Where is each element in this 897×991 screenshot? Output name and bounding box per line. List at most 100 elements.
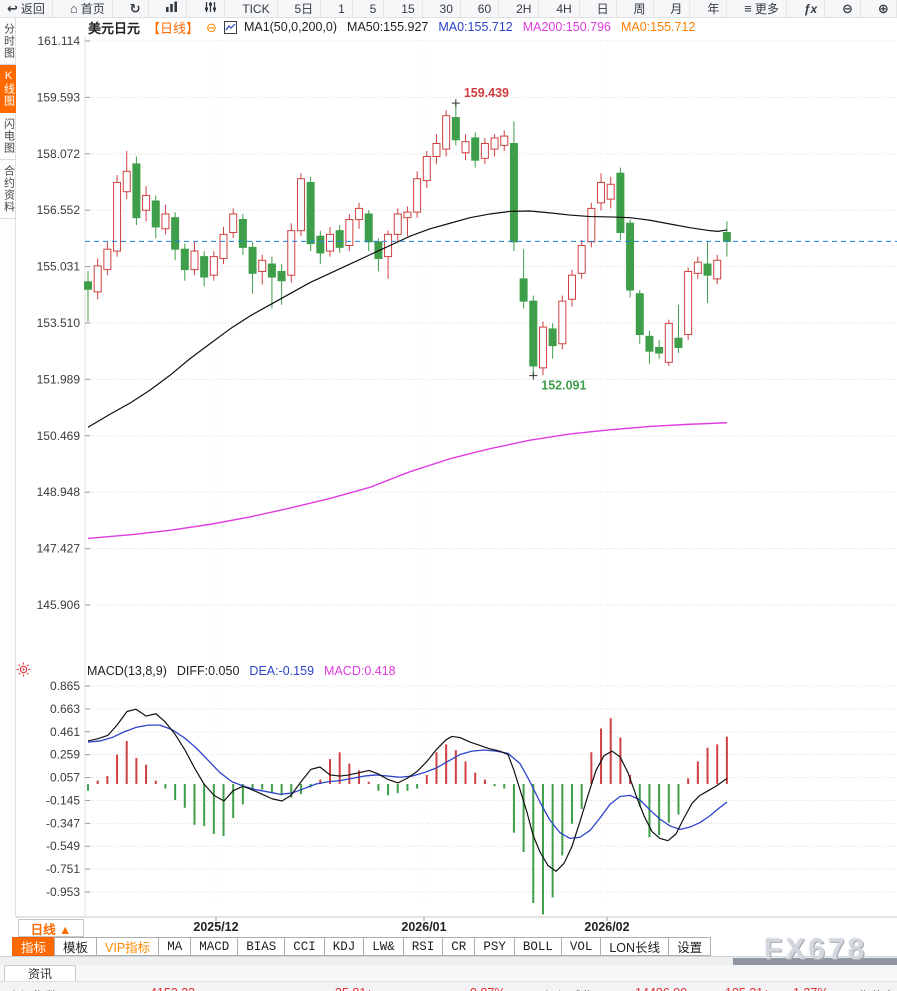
svg-text:-0.751: -0.751	[46, 862, 80, 876]
tab-vol[interactable]: VOL	[560, 937, 602, 956]
toolbar-label: 30	[439, 1, 453, 16]
mini-chart-icon	[223, 20, 237, 34]
zoom-in-button[interactable]: ⊕	[871, 0, 897, 17]
tab-indicator[interactable]: 指标	[12, 937, 56, 956]
indicator-sun-icon[interactable]	[16, 662, 31, 682]
macd-gridlines: 0.865 0.663 0.461 0.259 0.057 -0.145 -0.347 -0.…	[46, 679, 897, 899]
symbol-name: 美元日元	[88, 20, 141, 36]
candles	[84, 103, 731, 376]
tab-cr[interactable]: CR	[442, 937, 476, 956]
month-gridlines	[215, 41, 608, 905]
ma-legend-item: MA0:155.712	[438, 20, 513, 34]
side-tab-time-chart[interactable]: 分时图	[0, 18, 16, 65]
back-button[interactable]: ↩ 返回	[0, 0, 53, 17]
side-tab-lightning-chart[interactable]: 闪电图	[0, 113, 16, 160]
low-annotation: 152.091	[529, 371, 587, 393]
tab-rsi[interactable]: RSI	[402, 937, 444, 956]
news-tab[interactable]: 资讯	[4, 965, 76, 982]
toolbar-label: 4H	[556, 1, 572, 16]
scrollbar-thumb[interactable]	[733, 958, 897, 965]
svg-text:151.989: 151.989	[37, 372, 81, 386]
chart-type-tabs: 分时图 K线图 闪电图 合约资料	[0, 18, 16, 917]
macd-histogram	[87, 718, 728, 915]
svg-text:147.427: 147.427	[37, 542, 81, 556]
zoom_out-icon: ⊖	[842, 1, 853, 16]
tab-boll[interactable]: BOLL	[513, 937, 562, 956]
svg-text:152.091: 152.091	[541, 379, 586, 393]
ma-legend-item: MA1(50,0,200,0)	[243, 20, 338, 34]
svg-text:159.593: 159.593	[37, 90, 81, 104]
tab-template[interactable]: 模板	[54, 937, 98, 956]
tab-psy[interactable]: PSY	[474, 937, 515, 956]
collapse-icon[interactable]: ⊖	[206, 19, 217, 35]
period-4h-button[interactable]: 4H	[549, 0, 580, 17]
tab-settings[interactable]: 设置	[668, 937, 712, 956]
fx-icon: ƒx	[803, 1, 818, 16]
period-week-button[interactable]: 周	[626, 0, 654, 17]
chart-style-button[interactable]	[158, 0, 188, 17]
fx-button[interactable]: ƒx	[797, 0, 826, 17]
home-icon: ⌂	[69, 1, 78, 16]
indicator-settings-button[interactable]	[197, 0, 226, 17]
tab-bias[interactable]: BIAS	[237, 937, 286, 956]
svg-text:0.663: 0.663	[50, 702, 80, 716]
tab-kdj[interactable]: KDJ	[323, 937, 365, 956]
ticker-item: 14486.90	[635, 986, 687, 991]
ticker-item: 1.27%	[793, 986, 828, 991]
svg-text:153.510: 153.510	[37, 316, 81, 330]
period-year-button[interactable]: 年	[700, 0, 728, 17]
home-button[interactable]: ⌂ 首页	[63, 0, 113, 17]
svg-text:155.031: 155.031	[37, 260, 81, 274]
svg-text:161.114: 161.114	[38, 34, 81, 48]
period-5m-button[interactable]: 5	[363, 0, 385, 17]
zoom-out-button[interactable]: ⊖	[835, 0, 861, 17]
macd-legend-item: DIFF:0.050	[176, 664, 240, 678]
toolbar-label: 首页	[80, 2, 105, 16]
svg-text:2026/01: 2026/01	[401, 920, 446, 934]
tab-lw[interactable]: LW&	[363, 937, 404, 956]
ticker-item: 4153.33	[150, 986, 195, 991]
refresh-button[interactable]: ↻	[123, 0, 149, 17]
period-15m-button[interactable]: 15	[394, 0, 423, 17]
svg-text:-0.347: -0.347	[46, 816, 80, 830]
x-axis: 2025/12 2026/01 2026/02	[16, 916, 897, 934]
top-toolbar: ↩ 返回 ⌂ 首页 ↻ TICK 5日 1 5 15 30 60 2H 4H 日周月年 ≡ 更多 ƒx ⊖ ⊕	[0, 0, 897, 18]
svg-text:158.072: 158.072	[37, 147, 81, 161]
period-month-button[interactable]: 月	[663, 0, 691, 17]
side-tab-kline-chart[interactable]: K线图	[0, 65, 16, 113]
watermark: FX678	[764, 933, 868, 966]
toolbar-label: 年	[707, 2, 720, 16]
macd-legend-item: MACD(13,8,9)	[87, 664, 167, 678]
period-tick-button[interactable]: TICK	[235, 0, 278, 17]
tab-cci[interactable]: CCI	[284, 937, 325, 956]
tab-vip-indicator[interactable]: VIP指标	[96, 937, 160, 956]
horizontal-scrollbar[interactable]	[0, 956, 897, 965]
period-dropdown-button[interactable]: 日线 ▲	[18, 919, 84, 937]
period-1m-button[interactable]: 1	[331, 0, 353, 17]
tab-macd[interactable]: MACD	[190, 937, 239, 956]
tab-ma[interactable]: MA	[158, 937, 192, 956]
toolbar-label: 60	[477, 1, 492, 16]
svg-text:150.469: 150.469	[37, 429, 81, 443]
tab-lon[interactable]: LON长线	[600, 937, 670, 956]
period-30m-button[interactable]: 30	[433, 0, 461, 17]
toolbar-label: TICK	[242, 1, 270, 16]
macd-legend-item: DEA:-0.159	[249, 664, 315, 678]
svg-text:148.948: 148.948	[37, 485, 81, 499]
side-tab-contract-info[interactable]: 合约资料	[0, 160, 16, 219]
more-button[interactable]: ≡ 更多	[737, 0, 787, 17]
indicator-tab-bar: 指标 模板 VIP指标 MA MACD BIAS CCI KDJ LW& RSI CR PSY BOLL…	[12, 937, 712, 956]
period-60m-button[interactable]: 60	[471, 0, 500, 17]
toolbar-label: 更多	[754, 2, 779, 16]
period-2h-button[interactable]: 2H	[509, 0, 540, 17]
ma200-line	[87, 422, 728, 540]
ticker-item: 0.87%	[470, 986, 505, 991]
ticker-item: 现货黄金	[845, 986, 895, 991]
toolbar-label: 5	[369, 1, 377, 16]
toolbar-label: 月	[670, 2, 683, 16]
toolbar-label: 返回	[20, 2, 45, 16]
ticker-item: 105.31↑	[725, 986, 769, 991]
period-5d-button[interactable]: 5日	[287, 0, 322, 17]
period-day-button[interactable]: 日	[590, 0, 617, 17]
